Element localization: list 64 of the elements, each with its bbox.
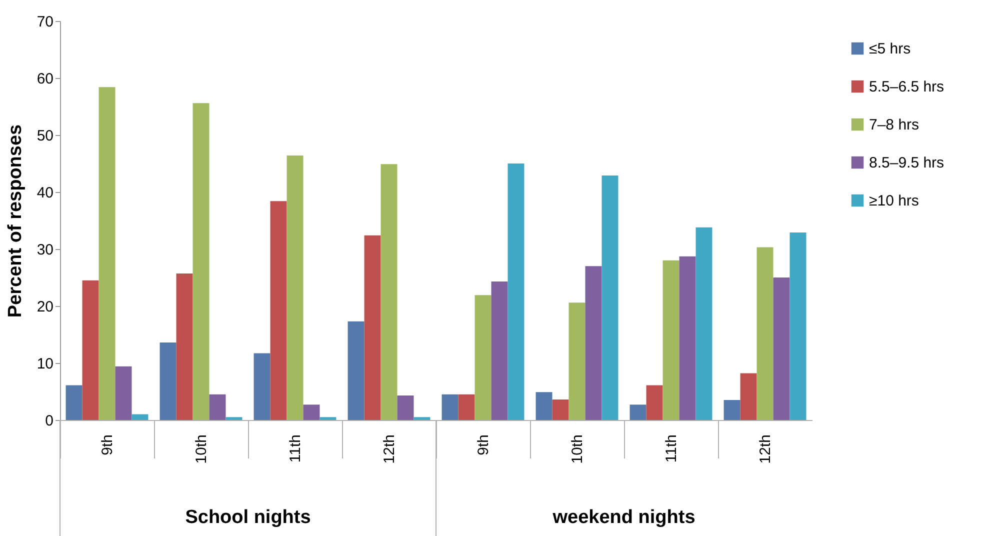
bar — [397, 395, 414, 420]
bar — [491, 281, 508, 420]
bar — [662, 260, 680, 420]
text: School nights — [185, 507, 311, 528]
bar — [585, 266, 602, 420]
bar — [160, 342, 176, 420]
bar — [303, 404, 320, 420]
bar — [536, 392, 552, 420]
bar — [115, 366, 132, 420]
bar — [380, 164, 398, 420]
bar — [602, 175, 618, 420]
bar — [696, 227, 712, 420]
legend-label: ≥10 hrs — [869, 192, 919, 210]
x-tick-label: 11th — [287, 434, 304, 463]
bar — [646, 385, 663, 420]
x-tick-label: 10th — [569, 434, 586, 464]
bar — [724, 400, 740, 420]
bar — [474, 295, 492, 420]
bar — [320, 417, 336, 420]
bar — [630, 404, 646, 420]
x-tick-label: 10th — [193, 434, 210, 464]
legend-label: 5.5–6.5 hrs — [869, 78, 944, 96]
bar — [176, 274, 193, 420]
bar — [458, 394, 475, 420]
y-tick-label: 40 — [36, 184, 54, 202]
bar — [132, 414, 148, 420]
text: weekend nights — [552, 507, 696, 528]
bar — [740, 373, 757, 420]
legend-label: ≤5 hrs — [869, 40, 911, 58]
bar — [209, 394, 226, 420]
bar — [192, 103, 210, 420]
bar — [348, 321, 364, 420]
y-tick-label: 70 — [36, 14, 54, 30]
bar — [773, 278, 790, 420]
bar — [679, 256, 696, 420]
legend-label: 7–8 hrs — [869, 116, 920, 134]
bar — [82, 280, 99, 420]
bar — [226, 417, 242, 420]
bar — [790, 232, 806, 420]
bar — [552, 399, 569, 420]
x-tick-label: 11th — [663, 434, 680, 463]
bar — [270, 201, 287, 420]
y-tick-label: 50 — [36, 128, 54, 144]
y-tick-label: 60 — [36, 70, 54, 88]
x-tick-label: 12th — [381, 434, 398, 464]
y-tick-label: 30 — [36, 242, 54, 258]
bar — [364, 235, 381, 420]
y-tick-label: 10 — [36, 356, 54, 372]
bar — [442, 394, 458, 420]
legend-label: 8.5–9.5 hrs — [869, 154, 944, 172]
bar — [286, 156, 304, 420]
bar — [254, 353, 270, 420]
bar — [66, 385, 82, 420]
y-tick-label: 20 — [36, 298, 54, 316]
bar — [508, 164, 524, 420]
bar — [756, 247, 774, 420]
y-tick-label: 0 — [45, 412, 54, 430]
bar — [414, 417, 430, 420]
y-axis-title: Percent of responses — [4, 124, 26, 318]
bar — [568, 302, 586, 420]
bar — [98, 87, 116, 420]
x-tick-label: 9th — [475, 434, 492, 456]
x-tick-label: 12th — [757, 434, 774, 464]
x-tick-label: 9th — [99, 434, 116, 456]
